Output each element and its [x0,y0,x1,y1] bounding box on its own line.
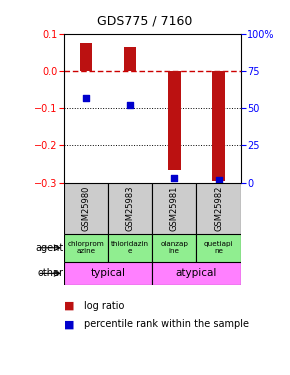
Bar [196,183,241,234]
Bar [64,234,108,262]
Bar [212,71,225,181]
Text: ■: ■ [64,320,74,329]
Text: quetiapi
ne: quetiapi ne [204,241,233,254]
Point [84,95,88,101]
Text: GSM25982: GSM25982 [214,186,223,231]
Text: thioridazin
e: thioridazin e [111,241,149,254]
Text: typical: typical [90,268,126,278]
Text: log ratio: log ratio [84,301,124,310]
Text: other: other [38,268,64,278]
Text: GDS775 / 7160: GDS775 / 7160 [97,15,193,28]
Text: GSM25980: GSM25980 [81,186,90,231]
Bar [124,47,136,71]
Text: ■: ■ [64,301,74,310]
Bar [168,71,181,170]
Point [216,177,221,183]
Point [128,102,133,108]
Bar [64,183,108,234]
Bar [80,43,92,71]
Text: GSM25981: GSM25981 [170,186,179,231]
Bar [152,234,197,262]
Bar [196,234,241,262]
Text: atypical: atypical [176,268,217,278]
Text: GSM25983: GSM25983 [126,186,135,231]
Bar [152,262,241,285]
Bar [108,183,152,234]
Text: chlorprom
azine: chlorprom azine [68,241,104,254]
Bar [108,234,152,262]
Text: olanzap
ine: olanzap ine [160,241,188,254]
Bar [152,183,197,234]
Text: agent: agent [36,243,64,253]
Point [172,175,177,181]
Text: percentile rank within the sample: percentile rank within the sample [84,320,249,329]
Bar [64,262,152,285]
